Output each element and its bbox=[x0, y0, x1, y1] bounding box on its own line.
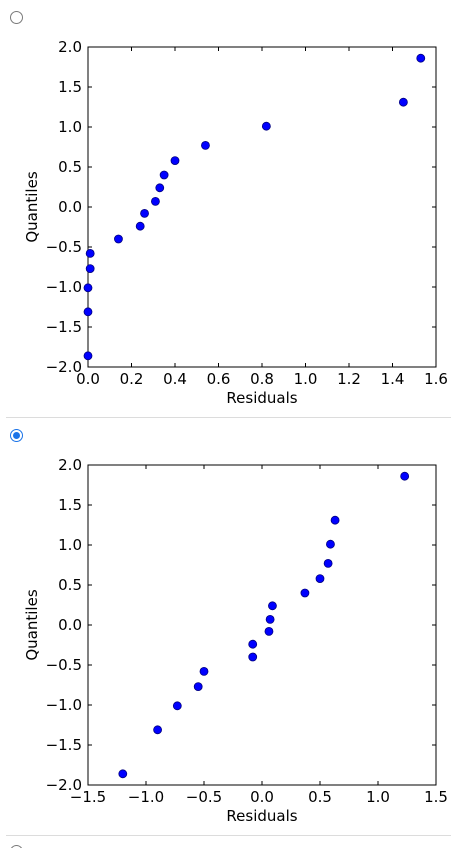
data-point bbox=[399, 98, 407, 106]
data-point bbox=[324, 559, 332, 567]
y-tick-label: −2.0 bbox=[46, 358, 82, 376]
data-point bbox=[331, 516, 339, 524]
x-tick-label: −0.5 bbox=[186, 788, 222, 806]
data-point bbox=[160, 171, 168, 179]
x-tick-label: 0.0 bbox=[250, 788, 274, 806]
data-point bbox=[326, 540, 334, 548]
data-point bbox=[262, 122, 270, 130]
x-tick-label: 0.6 bbox=[207, 370, 231, 388]
data-point bbox=[171, 157, 179, 165]
y-tick-label: −1.0 bbox=[46, 278, 82, 296]
data-point bbox=[154, 726, 162, 734]
data-point bbox=[268, 602, 276, 610]
data-point bbox=[401, 472, 409, 480]
y-tick-label: −1.0 bbox=[46, 696, 82, 714]
y-tick-label: 1.0 bbox=[58, 118, 82, 136]
data-point bbox=[249, 653, 257, 661]
data-point bbox=[84, 284, 92, 292]
data-point bbox=[84, 308, 92, 316]
data-point bbox=[114, 235, 122, 243]
y-tick-label: 2.0 bbox=[58, 456, 82, 474]
data-point bbox=[200, 667, 208, 675]
y-axis-label: Quantiles bbox=[23, 171, 41, 242]
x-tick-label: 0.2 bbox=[120, 370, 144, 388]
qq-plot-2: −1.5 −1.0 −0.5 0.0 0.5 1.0 1.5 2.0 1.5 1.0 0.5 0.0 −… bbox=[0, 418, 451, 830]
x-tick-label: 1.0 bbox=[366, 788, 390, 806]
x-tick-label: 1.2 bbox=[337, 370, 361, 388]
data-point bbox=[151, 197, 159, 205]
data-point bbox=[316, 575, 324, 583]
data-point bbox=[86, 265, 94, 273]
y-tick-label: 2.0 bbox=[58, 38, 82, 56]
data-point bbox=[249, 640, 257, 648]
y-tick-label: 1.5 bbox=[58, 78, 82, 96]
y-tick-label: 1.5 bbox=[58, 496, 82, 514]
data-point bbox=[173, 702, 181, 710]
y-tick-label: 0.5 bbox=[58, 158, 82, 176]
plot-frame bbox=[88, 47, 436, 367]
data-point bbox=[266, 615, 274, 623]
x-axis-label: Residuals bbox=[226, 807, 297, 825]
y-tick-label: −1.5 bbox=[46, 736, 82, 754]
data-point bbox=[156, 184, 164, 192]
y-axis-label: Quantiles bbox=[23, 589, 41, 660]
data-point bbox=[301, 589, 309, 597]
y-tick-label: 1.0 bbox=[58, 536, 82, 554]
x-tick-label: 0.5 bbox=[308, 788, 332, 806]
data-point bbox=[201, 141, 209, 149]
y-tick-label: 0.5 bbox=[58, 576, 82, 594]
x-tick-label: 1.4 bbox=[381, 370, 405, 388]
x-tick-label: 0.8 bbox=[250, 370, 274, 388]
y-tick-label: −2.0 bbox=[46, 776, 82, 794]
data-point bbox=[119, 770, 127, 778]
data-point bbox=[265, 627, 273, 635]
y-tick-label: −0.5 bbox=[46, 238, 82, 256]
x-tick-label: 1.5 bbox=[424, 788, 448, 806]
y-tick-label: −0.5 bbox=[46, 656, 82, 674]
data-point bbox=[86, 249, 94, 257]
data-point bbox=[194, 683, 202, 691]
data-point bbox=[417, 54, 425, 62]
data-point bbox=[136, 222, 144, 230]
qq-plot-1: 0.0 0.2 0.4 0.6 0.8 1.0 1.2 1.4 1.62.01.51.00.50… bbox=[0, 0, 451, 412]
y-tick-label: 0.0 bbox=[58, 616, 82, 634]
answer-option-1: 0.0 0.2 0.4 0.6 0.8 1.0 1.2 1.4 1.6 2.0 1.5 1.0 0.5 0… bbox=[0, 0, 451, 417]
data-point bbox=[141, 209, 149, 217]
x-tick-label: 1.6 bbox=[424, 370, 448, 388]
x-tick-label: −1.0 bbox=[128, 788, 164, 806]
answer-option-2: −1.5 −1.0 −0.5 0.0 0.5 1.0 1.5 2.0 1.5 1.0 0.5 0.0 −… bbox=[0, 418, 451, 835]
x-tick-label: 1.0 bbox=[294, 370, 318, 388]
data-point bbox=[84, 352, 92, 360]
x-tick-label: 0.4 bbox=[163, 370, 187, 388]
y-tick-label: −1.5 bbox=[46, 318, 82, 336]
y-tick-label: 0.0 bbox=[58, 198, 82, 216]
x-axis-label: Residuals bbox=[226, 389, 297, 407]
answer-option-3 bbox=[0, 836, 451, 848]
plot-frame bbox=[88, 465, 436, 785]
